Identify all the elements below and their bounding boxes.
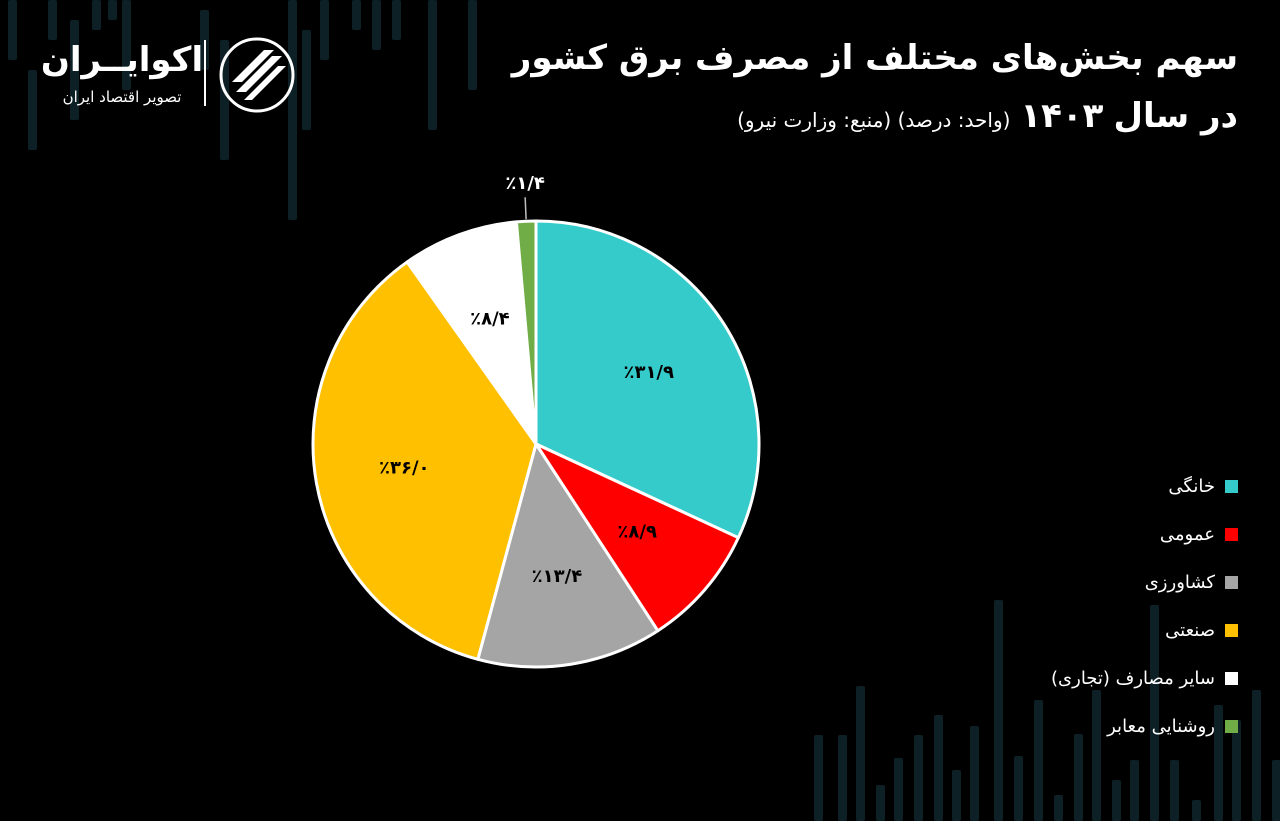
- legend-label: سایر مصارف (تجاری): [1051, 667, 1215, 689]
- background-bar: [288, 0, 297, 220]
- logo-brand: اکوایــران: [40, 40, 204, 80]
- legend-item: صنعتی: [1051, 606, 1238, 654]
- legend-label: عمومی: [1159, 523, 1215, 545]
- background-bar: [108, 0, 117, 20]
- background-bar: [28, 70, 37, 150]
- background-bar: [1272, 760, 1280, 821]
- background-bar: [876, 785, 885, 821]
- background-bar: [1214, 705, 1223, 821]
- legend-label: کشاورزی: [1144, 571, 1215, 593]
- legend-item: عمومی: [1051, 510, 1238, 558]
- background-bar: [428, 0, 437, 130]
- background-bar: [92, 0, 101, 30]
- background-bar: [320, 0, 329, 60]
- background-bar: [994, 600, 1003, 821]
- background-bar: [48, 0, 57, 40]
- legend-item: روشنایی معابر: [1051, 702, 1238, 750]
- background-bar: [1074, 734, 1083, 821]
- label-leader-line: [524, 197, 527, 220]
- background-bar: [70, 20, 79, 120]
- background-bar: [468, 0, 477, 90]
- pie-slice: [534, 219, 761, 540]
- background-bar: [814, 735, 823, 821]
- legend-item: خانگی: [1051, 462, 1238, 510]
- slice-label: ٪۱۳/۴: [532, 566, 583, 587]
- legend-item: سایر مصارف (تجاری): [1051, 654, 1238, 702]
- slice-label: ٪۳۶/۰: [379, 457, 430, 478]
- background-bar: [122, 0, 131, 90]
- background-bar: [952, 770, 961, 821]
- legend-label: روشنایی معابر: [1107, 715, 1215, 737]
- background-bar: [934, 715, 943, 821]
- pie-slice: [534, 442, 740, 633]
- legend-swatch: [1225, 671, 1238, 685]
- legend-label: صنعتی: [1165, 619, 1215, 641]
- background-bar: [8, 0, 17, 60]
- logo-divider: [204, 40, 206, 106]
- slice-label: ٪۱/۴: [505, 173, 545, 194]
- chart-legend: خانگی عمومی کشاورزی صنعتی سایر مصارف (تجاری)…: [1051, 462, 1238, 750]
- background-bar: [302, 30, 311, 130]
- background-bar: [1192, 800, 1201, 821]
- pie-slice: [514, 219, 538, 446]
- background-bar: [1170, 760, 1179, 821]
- background-bar: [894, 758, 903, 821]
- legend-swatch: [1225, 719, 1238, 733]
- slice-label: ٪۸/۴: [470, 308, 510, 329]
- subtitle-year: ۱۴۰۳: [1020, 96, 1104, 136]
- background-bar: [1232, 720, 1241, 821]
- background-bar: [1092, 690, 1101, 821]
- legend-label: خانگی: [1168, 475, 1215, 497]
- background-bar: [838, 735, 847, 821]
- background-bar: [1130, 760, 1139, 821]
- subtitle-main: در سال: [1113, 96, 1238, 136]
- background-bar: [1150, 605, 1159, 821]
- background-bar: [352, 0, 361, 30]
- legend-item: کشاورزی: [1051, 558, 1238, 606]
- slice-label: ٪۳۱/۹: [623, 362, 674, 383]
- background-bar: [1054, 795, 1063, 821]
- background-bar: [392, 0, 401, 40]
- pie-slice: [405, 220, 538, 446]
- legend-swatch: [1225, 575, 1238, 589]
- slice-label: ٪۸/۹: [617, 522, 657, 543]
- chart-title: سهم بخش‌های مختلف از مصرف برق کشور: [511, 38, 1238, 78]
- subtitle-note: (واحد: درصد) (منبع: وزارت نیرو): [737, 108, 1011, 132]
- legend-swatch: [1225, 623, 1238, 637]
- background-bar: [856, 686, 865, 821]
- chart-subtitle: در سال ۱۴۰۳ (واحد: درصد) (منبع: وزارت نی…: [737, 96, 1238, 136]
- ecoiran-logo-mark-icon: [219, 37, 295, 113]
- background-bar: [1252, 690, 1261, 821]
- background-bar: [1112, 780, 1121, 821]
- background-bar: [1034, 700, 1043, 821]
- background-bar: [372, 0, 381, 50]
- logo-tagline: تصویر اقتصاد ایران: [62, 88, 182, 106]
- legend-swatch: [1225, 527, 1238, 541]
- legend-swatch: [1225, 479, 1238, 493]
- logo: اکوایــران تصویر اقتصاد ایران: [36, 36, 306, 114]
- background-bar: [970, 726, 979, 821]
- background-bar: [914, 735, 923, 821]
- pie-slice: [476, 442, 660, 669]
- background-bar: [1014, 756, 1023, 821]
- pie-slice: [311, 260, 538, 661]
